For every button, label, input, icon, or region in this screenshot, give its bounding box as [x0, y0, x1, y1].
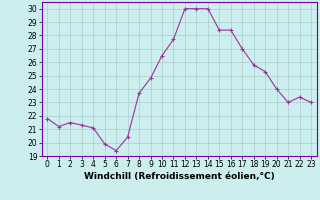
X-axis label: Windchill (Refroidissement éolien,°C): Windchill (Refroidissement éolien,°C) [84, 172, 275, 181]
